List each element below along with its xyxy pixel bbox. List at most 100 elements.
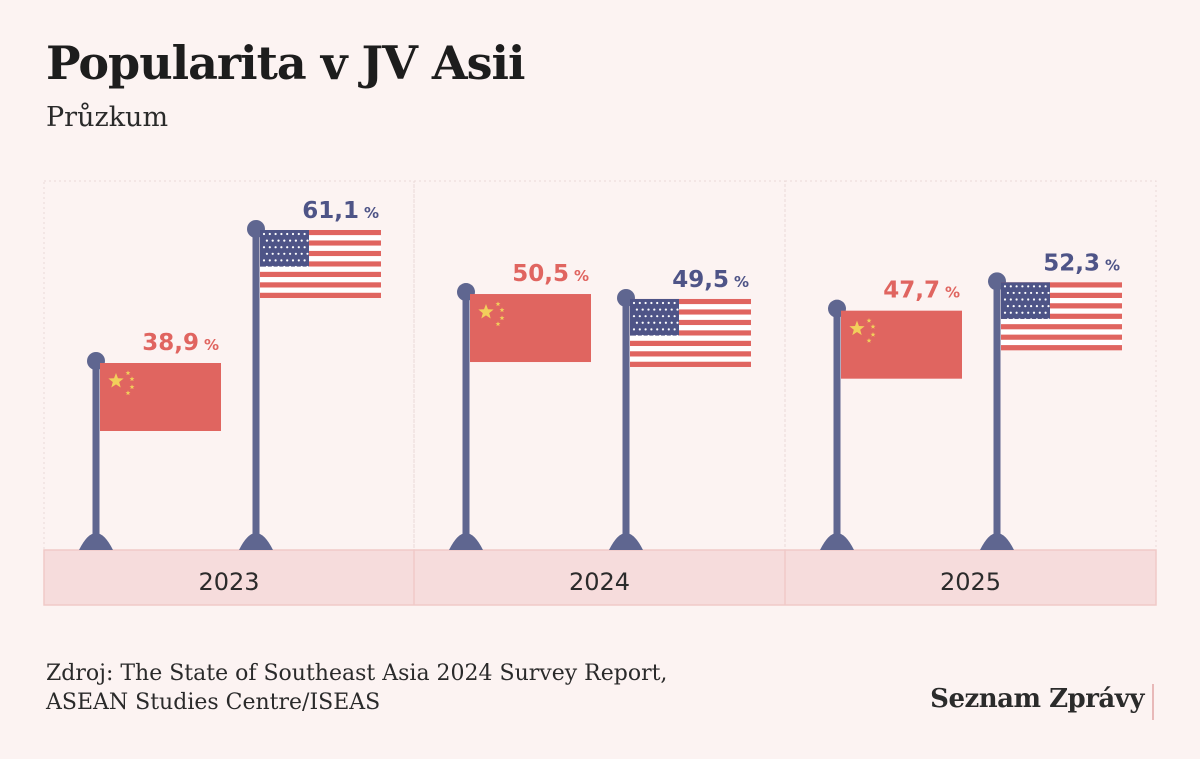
usa-flag-stripe	[630, 314, 751, 320]
usa-flag-star	[277, 265, 280, 269]
usa-flag-star	[283, 239, 286, 242]
pole-shaft	[252, 229, 260, 540]
china-flag-small-star	[129, 384, 135, 390]
usa-flag-star	[286, 259, 289, 262]
pole-shaft	[622, 297, 630, 540]
year-label: 2024	[569, 568, 630, 596]
usa-flag-star	[1041, 305, 1044, 308]
china-flag	[841, 310, 962, 379]
usa-flag-star	[262, 232, 266, 236]
pole-base	[239, 533, 273, 550]
usa-flag-star	[664, 334, 668, 338]
usa-flag-star	[647, 308, 650, 311]
usa-flag-star	[650, 315, 653, 318]
usa-flag-star	[653, 308, 656, 311]
usa-flag-stripe	[1001, 339, 1122, 346]
usa-flag-star	[1030, 318, 1033, 321]
usa-flag-star	[1018, 291, 1021, 295]
usa-flag-star	[283, 252, 286, 255]
usa-flag-star	[1044, 285, 1047, 288]
usa-flag-stripe	[260, 256, 381, 262]
usa-flag-stripe	[630, 361, 751, 367]
usa-flag-star	[262, 246, 266, 249]
usa-flag-star	[286, 232, 289, 236]
usa-flag-stripe	[260, 271, 381, 278]
usa-flag-star	[632, 328, 636, 331]
usa-flag-star	[1018, 318, 1021, 321]
usa-flag-star	[1047, 318, 1050, 321]
usa-flag-star	[1021, 311, 1024, 314]
china-flag-field	[470, 294, 591, 363]
value-unit: %	[204, 336, 219, 354]
usa-flag-star	[1009, 311, 1012, 314]
usa-flag-star	[280, 232, 283, 236]
usa-flag-star	[653, 321, 656, 324]
flag-pole	[239, 220, 273, 550]
value-number: 38,9	[142, 330, 199, 356]
value-unit: %	[945, 284, 960, 302]
usa-flag-stripe	[1001, 298, 1122, 304]
china-flag-small-star	[870, 324, 876, 329]
usa-flag-star	[638, 315, 641, 318]
usa-flag-star	[676, 334, 679, 338]
usa-flag-star	[1032, 298, 1036, 301]
usa-flag-star	[274, 259, 277, 262]
value-label: 38,9%	[142, 330, 219, 356]
year-group-2024: 50,5% 49,5 %2024	[449, 261, 751, 596]
value-number: 47,7	[883, 278, 940, 304]
usa-flag-star	[306, 252, 309, 255]
pole-shaft	[833, 308, 841, 540]
usa-flag-star	[670, 334, 673, 338]
usa-flag-star	[1012, 318, 1015, 321]
usa-flag-star	[300, 265, 303, 269]
usa-flag-star	[1018, 305, 1021, 308]
usa-flag-star	[659, 308, 662, 311]
usa-flag-star	[650, 301, 653, 305]
china-flag-small-star	[495, 321, 501, 327]
usa-flag-stripe	[260, 235, 381, 241]
flag-pole	[609, 288, 643, 550]
year-group-2025: 47,7 %52,3 %2025	[820, 250, 1122, 596]
china-flag-small-star	[499, 315, 505, 321]
china-flag-small-star	[499, 307, 505, 313]
usa-flag-stripe	[1001, 334, 1122, 340]
usa-flag-star	[268, 246, 271, 249]
usa-flag-star	[291, 259, 295, 262]
usa-flag-stripe	[260, 261, 381, 267]
value-number: 61,1	[302, 198, 359, 224]
china-flag-small-star	[129, 376, 135, 382]
usa-flag-star	[1015, 298, 1018, 301]
usa-flag-star	[1006, 291, 1010, 295]
usa-flag-star	[274, 246, 277, 249]
usa-flag-star	[664, 308, 668, 311]
usa-flag-star	[673, 328, 676, 331]
usa-flag-stripe	[630, 351, 751, 357]
chart-subtitle: Průzkum	[46, 102, 169, 133]
usa-flag-star	[670, 321, 673, 324]
usa-flag-star	[676, 308, 679, 311]
usa-flag-star	[650, 328, 653, 331]
value-number: 52,3	[1043, 250, 1100, 276]
usa-flag-star	[291, 246, 295, 249]
usa-flag-star	[1012, 291, 1015, 295]
usa-flag-star	[1035, 305, 1038, 308]
usa-flag-stripe	[1001, 318, 1122, 325]
usa-flag	[260, 230, 381, 298]
usa-flag-stripe	[630, 356, 751, 362]
usa-flag-star	[673, 301, 676, 305]
usa-flag-star	[647, 334, 650, 338]
usa-flag-star	[659, 334, 662, 338]
usa-flag-star	[274, 232, 277, 236]
usa-flag-canton	[260, 230, 309, 267]
usa-flag-star	[1012, 305, 1015, 308]
usa-flag-star	[268, 259, 271, 262]
usa-flag-star	[303, 259, 306, 262]
pole-base	[609, 533, 643, 550]
usa-flag-star	[641, 308, 644, 311]
value-unit: %	[1105, 256, 1120, 274]
usa-flag-star	[647, 321, 650, 324]
usa-flag-stripe	[260, 292, 381, 298]
usa-flag-star	[1035, 291, 1038, 295]
chart-panel	[43, 180, 415, 551]
